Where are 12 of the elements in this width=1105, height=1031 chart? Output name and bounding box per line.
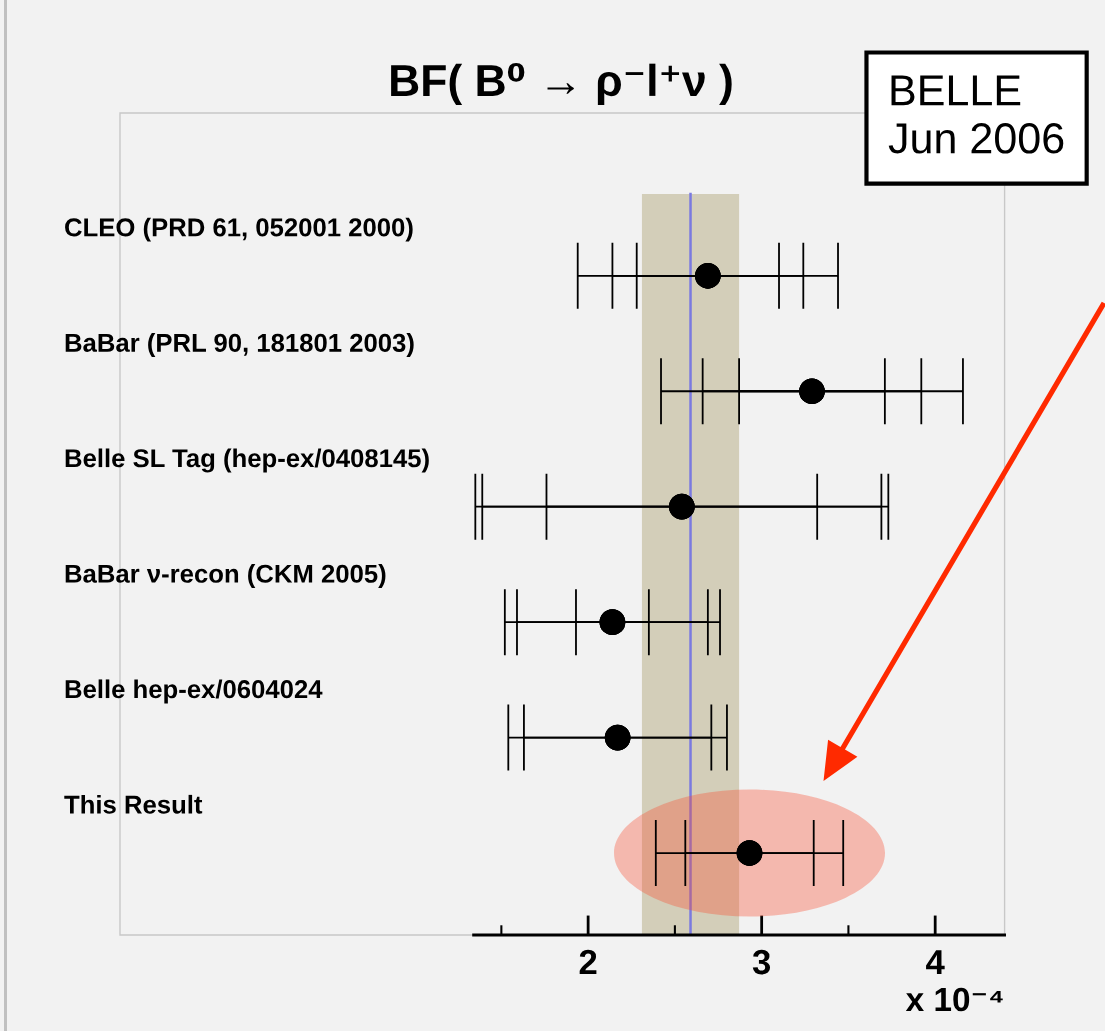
y-tick-label: Belle SL Tag (hep-ex/0408145) [65, 448, 429, 473]
text: BELLE Jun 2006 [888, 75, 1064, 154]
y-tick-label: BaBar (PRL 90, 181801 2003) [65, 333, 414, 358]
y-tick-label: CLEO (PRD 61, 052001 2000) [65, 217, 413, 242]
y-tick-label: Belle hep-ex/0604024 [65, 679, 323, 704]
x-tick-label: 3 [752, 949, 771, 975]
chart-title: BF( B⁰ → ρ⁻l⁺ν ) [391, 62, 732, 106]
x-axis-title: x 10⁻⁴ [905, 987, 1003, 1012]
x-tick-label: 4 [926, 950, 945, 975]
y-tick-label: This Result [64, 794, 203, 814]
y-tick-label: BaBar ν-recon (CKM 2005) [65, 563, 386, 588]
x-tick-label: 2 [579, 949, 597, 975]
